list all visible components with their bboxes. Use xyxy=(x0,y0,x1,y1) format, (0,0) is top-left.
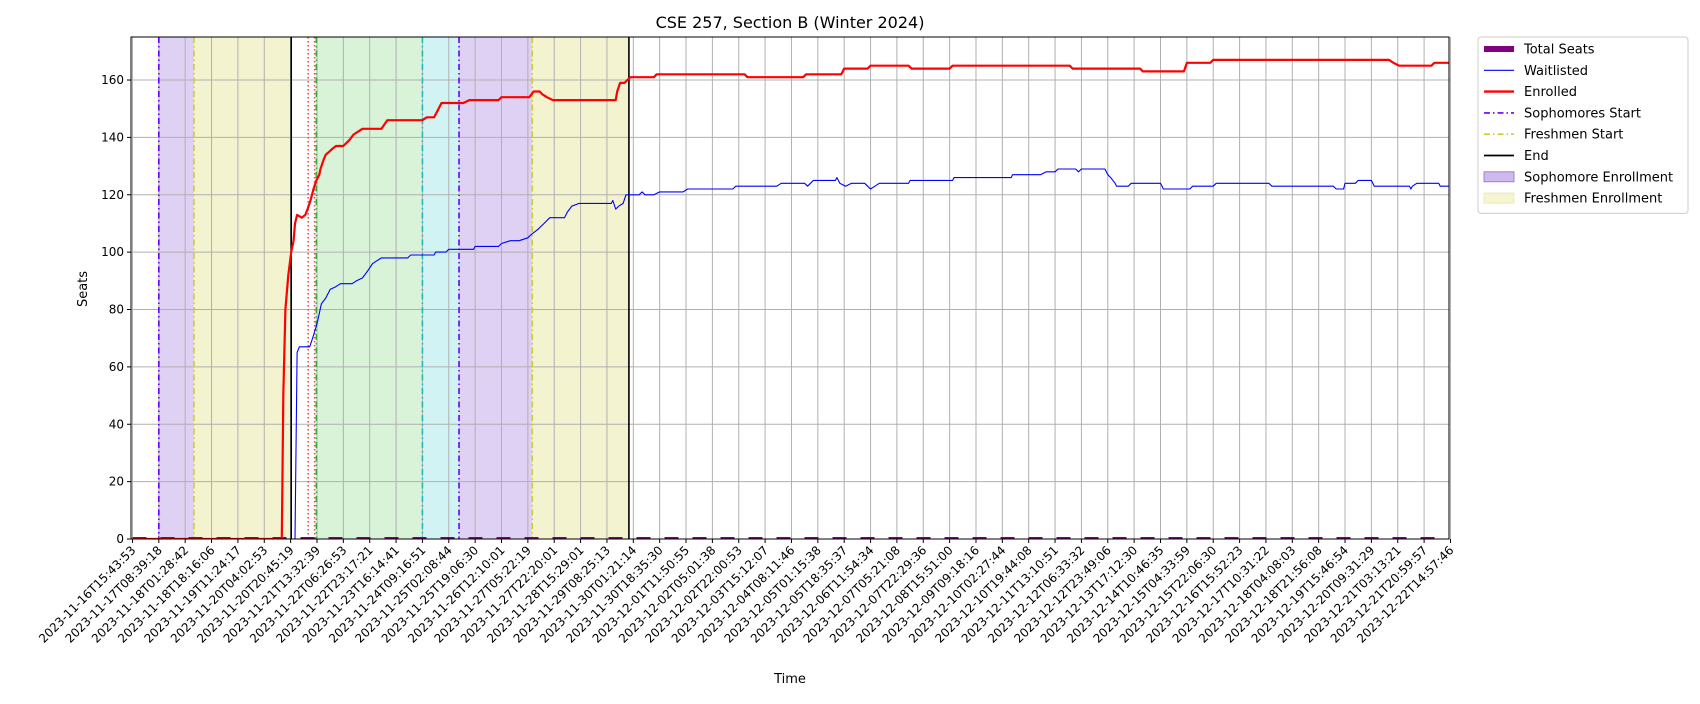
shaded-region-1 xyxy=(193,37,292,539)
legend-item-total-seats: Total Seats xyxy=(1484,43,1595,58)
legend-swatch xyxy=(1483,171,1515,183)
legend-item-freshmen-enrollment: Freshmen Enrollment xyxy=(1483,192,1662,207)
y-axis-label: Seats xyxy=(76,271,91,307)
legend-item-sophomore-enrollment: Sophomore Enrollment xyxy=(1483,170,1673,185)
legend-swatch xyxy=(1483,192,1515,204)
y-tick-label: 80 xyxy=(109,303,124,317)
legend-item-freshmen-start: Freshmen Start xyxy=(1484,128,1623,143)
legend-label: Freshmen Start xyxy=(1524,128,1623,143)
shaded-region-3 xyxy=(422,37,460,539)
legend-box xyxy=(1477,36,1689,214)
legend-item-end: End xyxy=(1484,149,1549,164)
legend-item-waitlisted: Waitlisted xyxy=(1484,64,1588,79)
y-tick-label: 20 xyxy=(109,475,124,489)
plot-frame xyxy=(130,36,1450,540)
legend-label: Enrolled xyxy=(1524,85,1577,100)
series-waitlisted xyxy=(132,168,1449,539)
legend-item-sophomores-start: Sophomores Start xyxy=(1484,106,1641,121)
legend-label: Sophomores Start xyxy=(1524,106,1641,121)
legend-item-enrolled: Enrolled xyxy=(1484,85,1577,100)
legend-label: Freshmen Enrollment xyxy=(1524,192,1662,207)
chart-title: CSE 257, Section B (Winter 2024) xyxy=(656,13,925,32)
legend-label: Sophomore Enrollment xyxy=(1524,170,1673,185)
y-tick-label: 40 xyxy=(109,417,124,431)
legend-label: Total Seats xyxy=(1523,43,1595,58)
y-tick-label: 60 xyxy=(109,360,124,374)
legend: Total Seats Waitlisted Enrolled Sophomores … xyxy=(1477,36,1689,214)
legend-label: End xyxy=(1524,149,1549,164)
shaded-region-0 xyxy=(158,37,194,539)
shaded-region-4 xyxy=(459,37,533,539)
y-tick-label: 0 xyxy=(116,532,124,546)
y-tick-label: 120 xyxy=(101,188,124,202)
y-tick-label: 160 xyxy=(101,73,124,87)
plot-area: 0204060801001201401602023-11-16T15:43:53… xyxy=(36,36,1457,646)
series-enrolled xyxy=(132,58,1449,539)
x-axis-label: Time xyxy=(773,672,806,687)
y-tick-label: 100 xyxy=(101,245,124,259)
legend-label: Waitlisted xyxy=(1524,64,1588,79)
y-tick-label: 140 xyxy=(101,130,124,144)
